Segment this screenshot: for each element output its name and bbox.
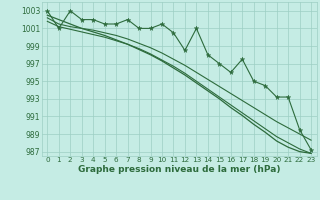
X-axis label: Graphe pression niveau de la mer (hPa): Graphe pression niveau de la mer (hPa) xyxy=(78,165,280,174)
